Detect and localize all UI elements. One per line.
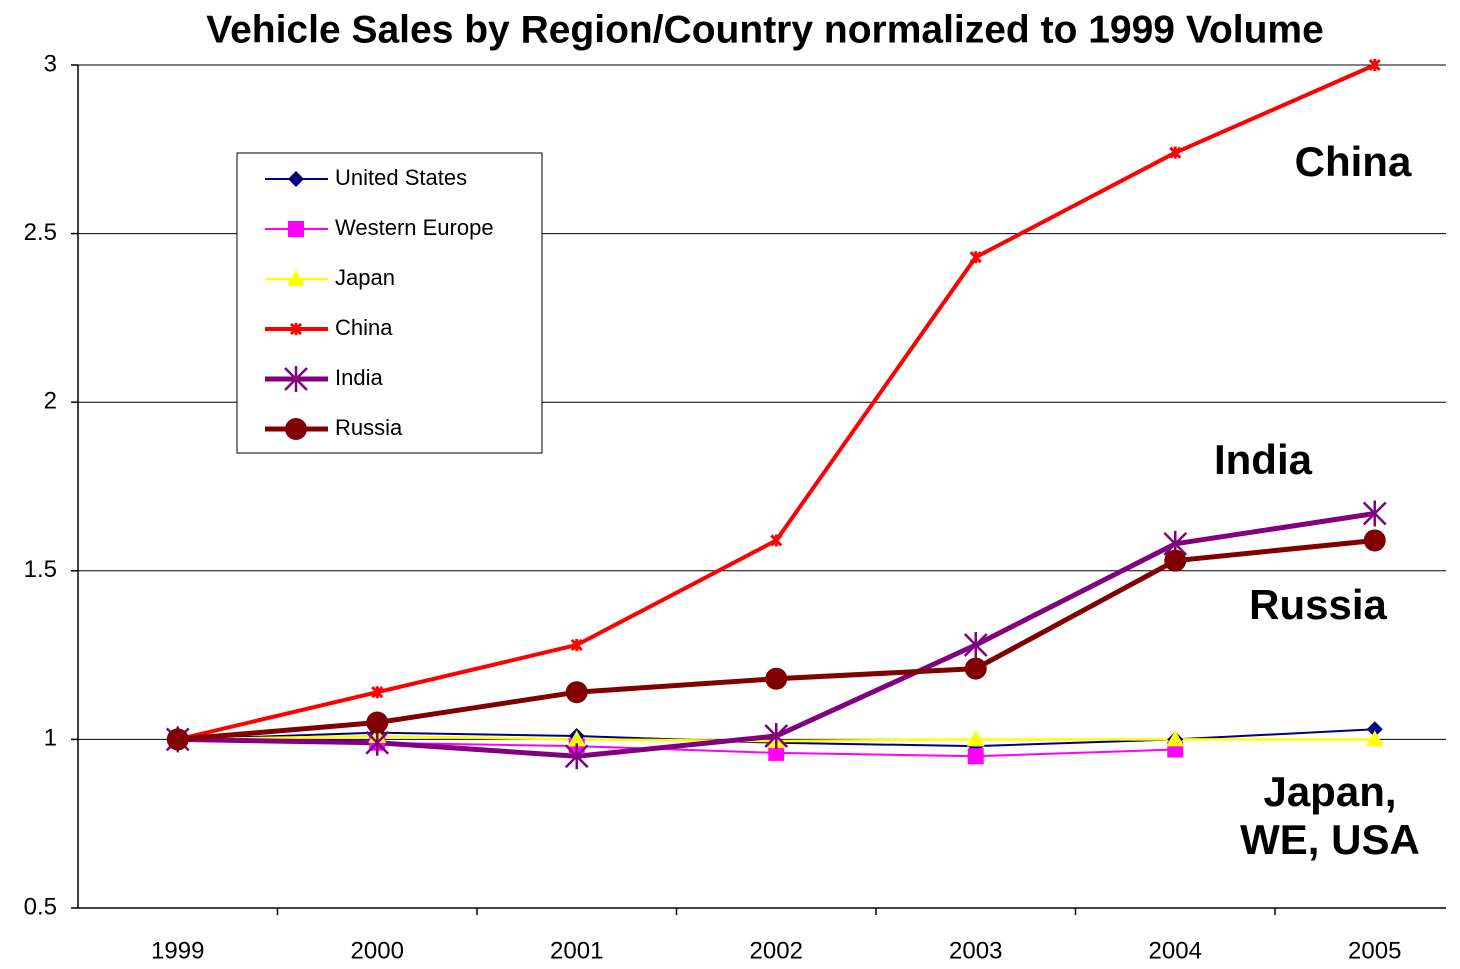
legend-label: Russia bbox=[335, 415, 403, 440]
data-point bbox=[966, 730, 985, 747]
data-point bbox=[1366, 721, 1383, 738]
x-tick-label: 2000 bbox=[351, 937, 404, 964]
data-point bbox=[567, 730, 586, 747]
data-point bbox=[564, 743, 589, 770]
data-point bbox=[963, 631, 988, 658]
legend-label: India bbox=[335, 365, 383, 390]
y-tick-label: 1.5 bbox=[24, 556, 57, 583]
annotation: WE, USA bbox=[1240, 816, 1420, 863]
legend: United States Western Europe Japan China Ind… bbox=[236, 152, 543, 454]
marker bbox=[288, 171, 304, 187]
chart-title: Vehicle Sales by Region/Country normaliz… bbox=[206, 8, 1324, 51]
y-tick-label: 2.5 bbox=[24, 219, 57, 246]
marker bbox=[284, 366, 308, 392]
marker bbox=[285, 418, 307, 440]
data-point bbox=[1363, 529, 1386, 552]
data-point bbox=[765, 667, 788, 690]
data-point bbox=[366, 711, 389, 734]
y-tick-label: 3 bbox=[44, 50, 57, 77]
annotation: China bbox=[1295, 138, 1412, 185]
data-point bbox=[1365, 730, 1384, 747]
series-line bbox=[177, 511, 1376, 759]
annotation: India bbox=[1214, 436, 1313, 483]
x-tick-label: 2002 bbox=[750, 937, 803, 964]
x-tick-label: 2005 bbox=[1348, 937, 1401, 964]
marker bbox=[289, 322, 303, 336]
x-tick-label: 2001 bbox=[550, 937, 603, 964]
data-point bbox=[570, 638, 583, 652]
data-point bbox=[1362, 500, 1387, 527]
legend-label: China bbox=[335, 315, 393, 340]
legend-label: Western Europe bbox=[335, 215, 494, 240]
y-tick-label: 1 bbox=[44, 725, 57, 752]
data-point bbox=[1166, 730, 1185, 747]
data-point bbox=[1368, 58, 1381, 72]
x-tick-label: 2004 bbox=[1149, 937, 1202, 964]
annotation: Russia bbox=[1249, 581, 1387, 628]
data-point bbox=[768, 744, 785, 761]
data-point bbox=[371, 686, 384, 699]
legend-box bbox=[236, 152, 543, 454]
y-tick-label: 2 bbox=[44, 388, 57, 415]
data-point bbox=[964, 657, 987, 680]
marker bbox=[288, 221, 304, 237]
annotation: Japan, bbox=[1263, 768, 1396, 815]
y-tick-label: 0.5 bbox=[24, 893, 57, 920]
marker bbox=[287, 270, 305, 286]
data-point bbox=[967, 748, 984, 765]
x-tick-label: 2003 bbox=[949, 937, 1002, 964]
data-point bbox=[166, 728, 189, 751]
x-tick-label: 1999 bbox=[151, 937, 204, 964]
data-point bbox=[1164, 549, 1187, 572]
series-line bbox=[177, 537, 1376, 742]
legend-label: United States bbox=[335, 165, 467, 190]
data-point bbox=[1169, 146, 1182, 159]
data-point bbox=[764, 723, 789, 750]
data-point bbox=[770, 534, 783, 547]
legend-label: Japan bbox=[335, 265, 395, 290]
data-point bbox=[565, 681, 588, 704]
data-point bbox=[365, 729, 390, 756]
data-point bbox=[969, 251, 982, 264]
